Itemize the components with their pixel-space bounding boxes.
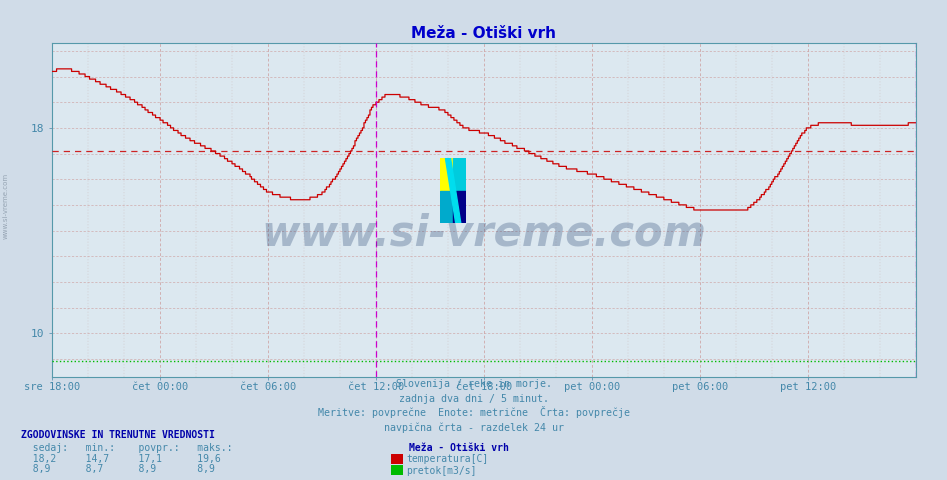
Polygon shape (445, 158, 461, 223)
Text: navpična črta - razdelek 24 ur: navpična črta - razdelek 24 ur (384, 422, 563, 432)
Text: ZGODOVINSKE IN TRENUTNE VREDNOSTI: ZGODOVINSKE IN TRENUTNE VREDNOSTI (21, 430, 215, 440)
Text: sedaj:   min.:    povpr.:   maks.:: sedaj: min.: povpr.: maks.: (21, 443, 244, 453)
Bar (440, 158, 454, 191)
Text: Meritve: povprečne  Enote: metrične  Črta: povprečje: Meritve: povprečne Enote: metrične Črta:… (317, 406, 630, 418)
Text: 8,9      8,7      8,9       8,9: 8,9 8,7 8,9 8,9 (21, 464, 244, 474)
Text: 18,2     14,7     17,1      19,6: 18,2 14,7 17,1 19,6 (21, 454, 244, 464)
Text: temperatura[C]: temperatura[C] (406, 454, 489, 464)
Text: Meža - Otiški vrh: Meža - Otiški vrh (409, 443, 509, 453)
Text: www.si-vreme.com: www.si-vreme.com (3, 173, 9, 240)
Bar (454, 158, 466, 191)
Title: Meža - Otiški vrh: Meža - Otiški vrh (411, 25, 557, 41)
Bar (440, 191, 454, 223)
Bar (454, 191, 466, 223)
Text: zadnja dva dni / 5 minut.: zadnja dva dni / 5 minut. (399, 394, 548, 404)
Text: www.si-vreme.com: www.si-vreme.com (261, 212, 706, 254)
Text: pretok[m3/s]: pretok[m3/s] (406, 466, 476, 476)
Text: Slovenija / reke in morje.: Slovenija / reke in morje. (396, 379, 551, 389)
